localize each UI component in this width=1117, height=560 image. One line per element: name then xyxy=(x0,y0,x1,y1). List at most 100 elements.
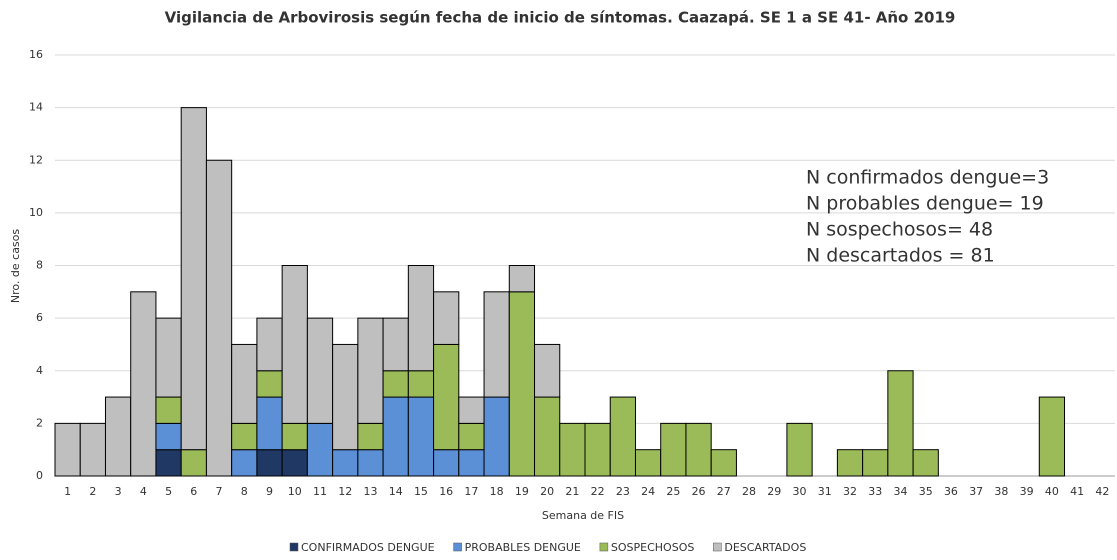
x-tick-label: 7 xyxy=(216,485,223,498)
bar-segment xyxy=(458,449,485,477)
bar-segment xyxy=(256,449,283,477)
bar-segment xyxy=(306,317,334,424)
bar-segment xyxy=(231,343,258,424)
bar-segment xyxy=(407,265,435,372)
bar-segment xyxy=(256,396,283,451)
bar-segment xyxy=(786,422,813,477)
y-tick-label: 10 xyxy=(29,206,43,219)
annotation: N sospechosos= 48 xyxy=(806,219,993,241)
bar-segment xyxy=(433,343,460,451)
bar-segment xyxy=(483,396,510,477)
bar-segment xyxy=(180,107,207,451)
bar-segment xyxy=(836,449,864,477)
x-tick-label: 27 xyxy=(717,485,731,498)
y-tick-label: 2 xyxy=(36,416,43,429)
x-tick-label: 14 xyxy=(389,485,403,498)
x-tick-label: 36 xyxy=(944,485,958,498)
legend-label: SOSPECHOSOS xyxy=(611,541,694,554)
legend-swatch xyxy=(453,542,462,552)
y-tick-label: 0 xyxy=(36,469,43,482)
bar-segment xyxy=(155,317,182,398)
bar-segment xyxy=(483,291,510,398)
bar-segment xyxy=(534,396,561,477)
bar-segment xyxy=(54,422,81,477)
x-tick-label: 19 xyxy=(515,485,529,498)
bar-segment xyxy=(357,422,384,451)
bar-segment xyxy=(584,422,611,477)
bar-segment xyxy=(710,449,737,477)
bar-segment xyxy=(912,449,939,477)
bar-segment xyxy=(104,396,132,477)
bar-segment xyxy=(79,422,106,477)
legend-label: CONFIRMADOS DENGUE xyxy=(301,541,435,554)
x-tick-label: 33 xyxy=(868,485,882,498)
x-tick-label: 1 xyxy=(64,485,71,498)
x-tick-label: 32 xyxy=(843,485,857,498)
y-axis-label: Nro. de casos xyxy=(9,229,22,304)
x-tick-label: 3 xyxy=(115,485,122,498)
x-tick-label: 15 xyxy=(414,485,428,498)
annotation: N probables dengue= 19 xyxy=(806,193,1044,215)
x-tick-label: 18 xyxy=(490,485,504,498)
bar-segment xyxy=(155,396,182,424)
x-tick-label: 16 xyxy=(439,485,453,498)
x-tick-label: 31 xyxy=(818,485,832,498)
bar-segment xyxy=(256,370,283,398)
bar-segment xyxy=(256,317,283,372)
x-tick-label: 12 xyxy=(338,485,352,498)
bar-segment xyxy=(281,265,308,424)
bar-segment xyxy=(231,422,258,451)
x-tick-label: 25 xyxy=(666,485,680,498)
x-tick-label: 26 xyxy=(692,485,706,498)
bar-segment xyxy=(508,265,536,293)
x-tick-label: 23 xyxy=(616,485,630,498)
bar-segment xyxy=(382,317,409,372)
legend-swatch xyxy=(713,542,722,552)
bar-segment xyxy=(382,396,409,477)
legend-label: DESCARTADOS xyxy=(724,541,806,554)
x-tick-label: 21 xyxy=(565,485,579,498)
x-tick-label: 22 xyxy=(591,485,605,498)
bar-segment xyxy=(332,449,359,477)
x-tick-label: 11 xyxy=(313,485,327,498)
bar-segment xyxy=(231,449,258,477)
bar-segment xyxy=(534,343,561,398)
bar-segment xyxy=(306,422,334,477)
x-tick-label: 34 xyxy=(893,485,907,498)
bar-segment xyxy=(332,343,359,451)
bar-segment xyxy=(281,449,308,477)
bar-segment xyxy=(407,396,435,477)
x-tick-label: 42 xyxy=(1095,485,1109,498)
x-tick-label: 13 xyxy=(363,485,377,498)
x-tick-label: 17 xyxy=(464,485,478,498)
bar-segment xyxy=(433,449,460,477)
bar-segment xyxy=(458,396,485,424)
x-axis-label: Semana de FIS xyxy=(542,509,624,522)
bar-segment xyxy=(1038,396,1066,477)
x-tick-label: 5 xyxy=(165,485,172,498)
bar-segment xyxy=(609,396,636,477)
x-tick-label: 10 xyxy=(288,485,302,498)
legend-label: PROBABLES DENGUE xyxy=(465,541,581,554)
x-tick-label: 4 xyxy=(140,485,147,498)
bar-segment xyxy=(155,422,182,451)
bar-segment xyxy=(458,422,485,451)
y-tick-label: 6 xyxy=(36,311,43,324)
x-tick-label: 41 xyxy=(1070,485,1084,498)
x-tick-label: 38 xyxy=(994,485,1008,498)
legend-swatch xyxy=(289,542,299,552)
bar-segment xyxy=(685,422,712,477)
bar-segment xyxy=(357,317,384,424)
bar-segment xyxy=(130,291,157,477)
y-tick-label: 16 xyxy=(29,48,43,61)
x-tick-label: 9 xyxy=(266,485,273,498)
bar-segment xyxy=(407,370,435,398)
x-tick-label: 24 xyxy=(641,485,655,498)
bar-segment xyxy=(433,291,460,345)
x-tick-label: 37 xyxy=(969,485,983,498)
bar-segment xyxy=(508,291,536,477)
y-tick-label: 4 xyxy=(36,364,43,377)
bar-segment xyxy=(660,422,687,477)
legend-swatch xyxy=(599,542,609,552)
